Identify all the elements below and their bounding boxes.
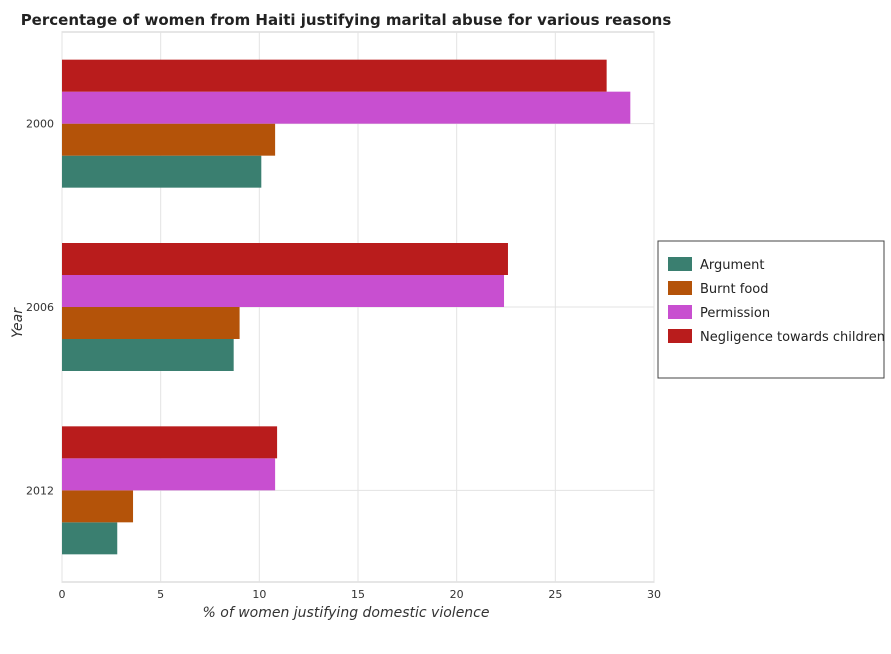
- bar-argument-2006: [62, 339, 234, 371]
- bar-argument-2000: [62, 155, 262, 188]
- x-tick-label: 0: [59, 588, 66, 601]
- axes: 0 5 10 15 20 25 30 2000 2006 2012: [26, 118, 661, 601]
- legend-entry-label: Argument: [700, 258, 765, 273]
- legend-swatch: [668, 257, 692, 271]
- bar-burnt-food-2006: [62, 307, 240, 339]
- y-tick-label: 2012: [26, 484, 54, 497]
- y-axis-label: Year: [10, 307, 26, 338]
- bar-permission-2012: [62, 458, 276, 491]
- x-axis-label: % of women justifying domestic violence: [203, 605, 490, 621]
- legend-entry-label: Burnt food: [700, 282, 768, 297]
- bar-negligence-towards-children-2012: [62, 426, 278, 459]
- x-tick-label: 10: [252, 588, 266, 601]
- legend: Argument Burnt food Permission Negligence t…: [657, 240, 885, 379]
- x-tick-label: 5: [157, 588, 164, 601]
- bar-argument-2012: [62, 522, 118, 555]
- bars: [62, 59, 631, 555]
- legend-box: [657, 240, 885, 379]
- legend-swatch: [668, 329, 692, 343]
- bar-burnt-food-2000: [62, 123, 276, 156]
- bar-burnt-food-2012: [62, 490, 134, 523]
- x-tick-label: 30: [647, 588, 661, 601]
- x-tick-label: 25: [548, 588, 562, 601]
- chart-title: Percentage of women from Haiti justifyin…: [21, 11, 672, 29]
- legend-swatch: [668, 281, 692, 295]
- legend-entry-label: Permission: [700, 306, 770, 321]
- bar-permission-2006: [62, 275, 505, 307]
- bar-permission-2000: [62, 91, 631, 124]
- legend-swatch: [668, 305, 692, 319]
- bar-negligence-towards-children-2006: [62, 243, 508, 275]
- y-tick-label: 2000: [26, 118, 54, 131]
- x-tick-label: 15: [351, 588, 365, 601]
- legend-entry-label: Negligence towards children: [700, 330, 885, 345]
- bar-negligence-towards-children-2000: [62, 59, 607, 92]
- x-tick-label: 20: [450, 588, 464, 601]
- y-tick-label: 2006: [26, 301, 54, 314]
